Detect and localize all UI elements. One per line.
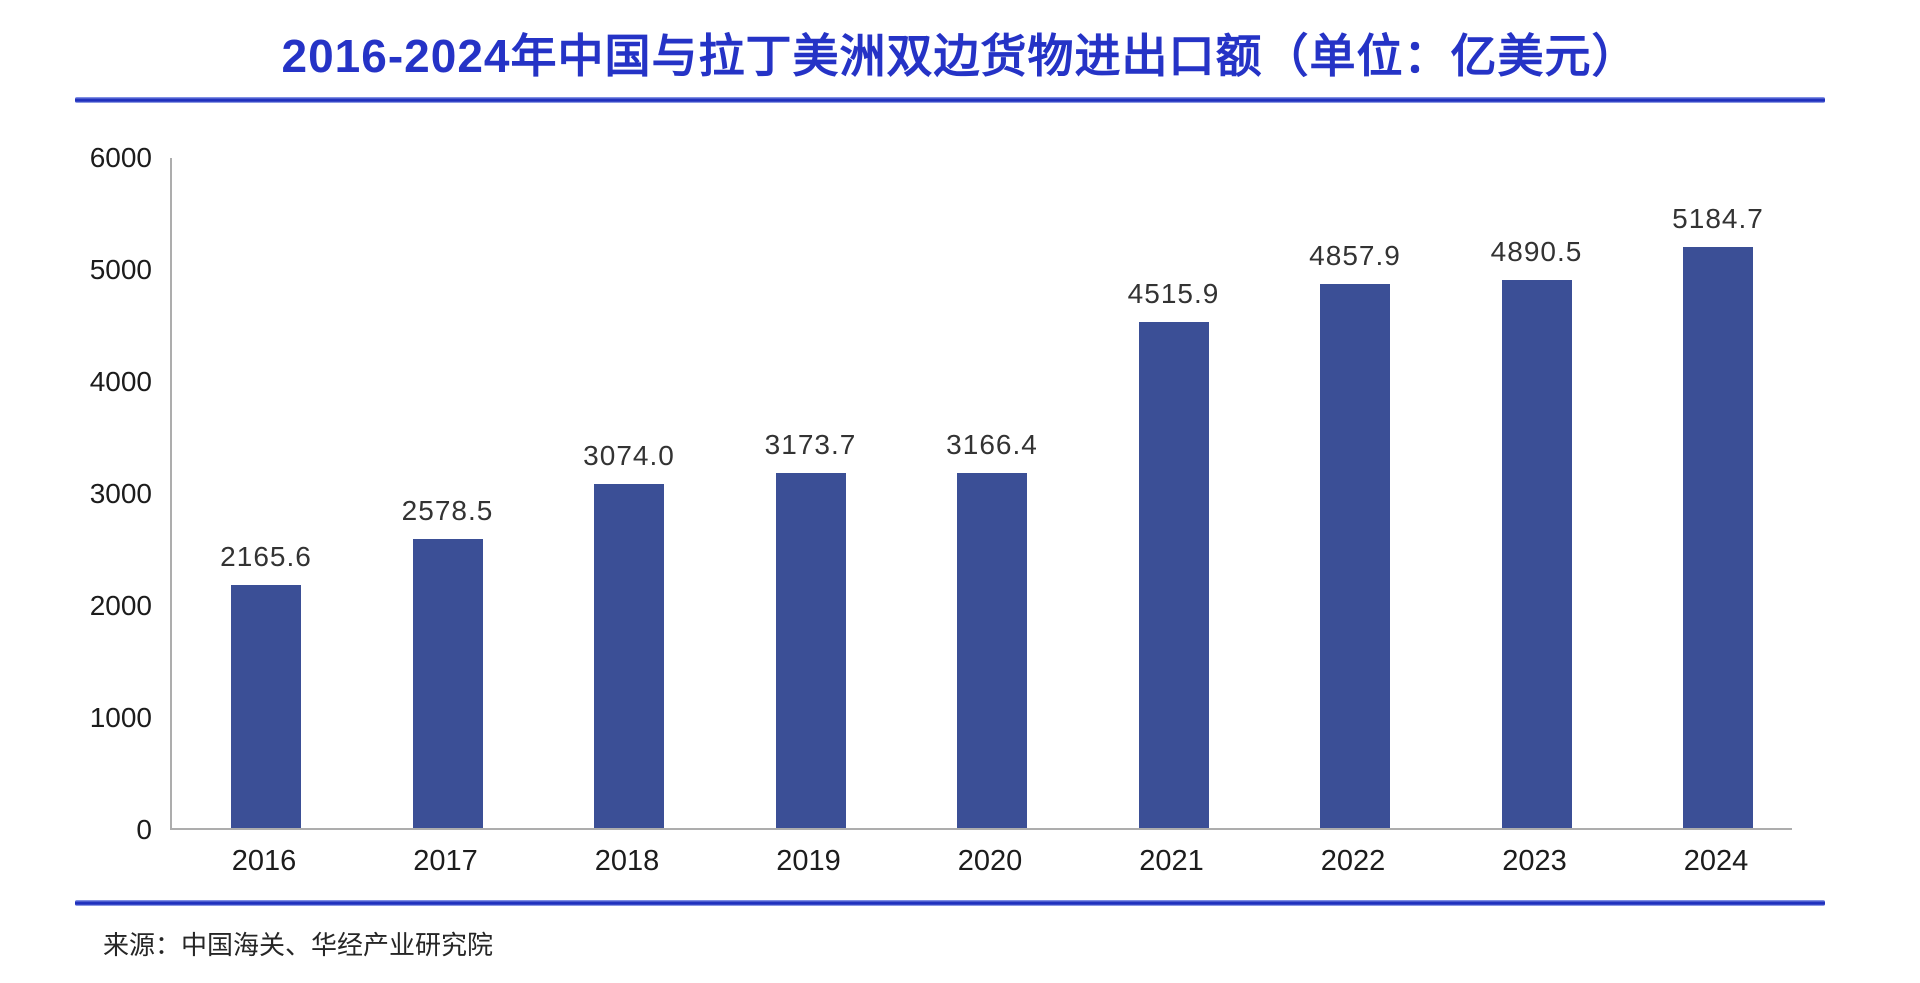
bar-value-label-2021: 4515.9 [1127, 278, 1220, 310]
x-tick-label-2021: 2021 [1139, 845, 1204, 877]
bar-value-label-2019: 3173.7 [764, 428, 857, 460]
bar-value-label-2018: 3074.0 [583, 439, 675, 471]
y-tick-label-4000: 4000 [89, 366, 152, 397]
y-tick-label-3000: 3000 [89, 478, 152, 509]
bar-2024 [1683, 247, 1753, 828]
title-divider-line [75, 97, 1825, 103]
chart-title: 2016-2024年中国与拉丁美洲双边货物进出口额（单位：亿美元） [281, 30, 1639, 82]
bar-2022 [1320, 283, 1390, 828]
bar-2021 [1138, 322, 1209, 828]
bar-2017 [412, 539, 483, 828]
x-tick-label-2022: 2022 [1320, 845, 1386, 877]
bar-2020 [957, 473, 1027, 828]
y-tick-label-6000: 6000 [89, 142, 152, 173]
y-tick-label-1000: 1000 [89, 702, 152, 733]
bar-value-label-2024: 5184.7 [1672, 203, 1764, 235]
y-axis-labels: 0 1000 2000 3000 4000 5000 6000 [0, 0, 152, 983]
bar-2019 [775, 472, 846, 828]
x-tick-label-2020: 2020 [957, 845, 1023, 877]
bar-2016 [231, 585, 301, 828]
x-tick-label-2024: 2024 [1683, 845, 1749, 877]
x-tick-label-2017: 2017 [413, 845, 478, 877]
bar-value-label-2023: 4890.5 [1490, 236, 1583, 268]
y-tick-label-0: 0 [136, 814, 152, 845]
footer-divider-line [75, 900, 1825, 906]
bar-2023 [1501, 280, 1572, 828]
bar-value-label-2016: 2165.6 [220, 541, 312, 573]
bar-value-label-2022: 4857.9 [1309, 239, 1401, 271]
x-tick-label-2019: 2019 [776, 845, 841, 877]
bar-2018 [594, 483, 664, 828]
plot-area: 2165.6 2578.5 3074.0 3173.7 3166.4 4515.9 4857… [170, 158, 1792, 830]
y-tick-label-2000: 2000 [89, 590, 152, 621]
x-tick-label-2018: 2018 [594, 845, 660, 877]
x-tick-label-2023: 2023 [1502, 845, 1567, 877]
bar-value-label-2017: 2578.5 [401, 495, 494, 527]
bar-value-label-2020: 3166.4 [946, 429, 1038, 461]
y-tick-label-5000: 5000 [89, 254, 152, 285]
source-text: 来源：中国海关、华经产业研究院 [103, 930, 494, 960]
x-tick-label-2016: 2016 [231, 845, 297, 877]
